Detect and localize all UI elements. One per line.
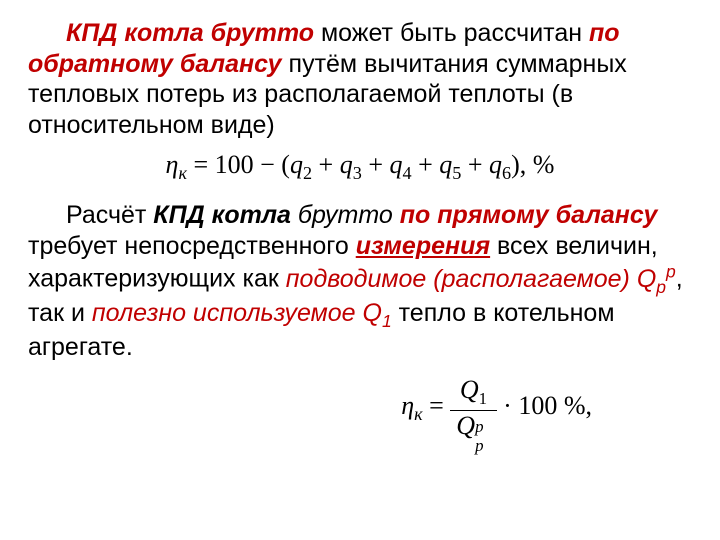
term-measurement: измерения xyxy=(356,232,490,260)
sub-2: 2 xyxy=(303,163,312,183)
slide-page: КПД котла брутто может быть рассчитан по… xyxy=(0,0,720,540)
term-supplied-heat: подводимое (располагаемое) Qрр xyxy=(286,265,676,293)
text-frag: Расчёт xyxy=(66,201,153,229)
formula-reverse-balance: ηк = 100 − (q2 + q3 + q4 + q5 + q6), % xyxy=(28,150,692,184)
op-plus: + xyxy=(312,150,340,179)
op-plus: + xyxy=(461,150,489,179)
text-brutto: брутто xyxy=(291,201,400,229)
var-q: q xyxy=(340,150,353,179)
sub-4: 4 xyxy=(402,163,411,183)
formula-eq: = 100 − ( xyxy=(187,150,290,179)
term-kpd-brutto: КПД котла брутто xyxy=(66,19,314,47)
var-q: q xyxy=(290,150,303,179)
symbol-eta: η xyxy=(401,391,414,420)
symbol-eta-sub: к xyxy=(414,404,423,424)
sub-5: 5 xyxy=(452,163,461,183)
paragraph-reverse-balance: КПД котла брутто может быть рассчитан по… xyxy=(28,18,692,140)
paragraph-direct-balance: Расчёт КПД котла брутто по прямому балан… xyxy=(28,200,692,363)
symbol-eta: η xyxy=(166,150,179,179)
sup-den: р xyxy=(475,419,483,436)
formula-direct-balance: ηк = Q1 Qрр · 100 %, xyxy=(28,377,692,439)
term-kpd: КПД котла xyxy=(153,201,291,229)
var-Q-den: Q xyxy=(456,411,475,440)
op-plus: + xyxy=(362,150,390,179)
var-q: q xyxy=(439,150,452,179)
op-plus: + xyxy=(412,150,440,179)
term-useful-heat: полезно используемое Q1 xyxy=(92,299,392,327)
sub-num: 1 xyxy=(479,389,487,408)
sub-den: р xyxy=(475,438,483,455)
symbol-eta-sub: к xyxy=(178,163,187,183)
var-Q-num: Q xyxy=(460,375,479,404)
formula-close: ), % xyxy=(511,150,554,179)
var-q: q xyxy=(489,150,502,179)
var-q: q xyxy=(389,150,402,179)
sub-3: 3 xyxy=(353,163,362,183)
sub-6: 6 xyxy=(502,163,511,183)
term-direct-balance: по прямому балансу xyxy=(400,201,658,229)
text-frag: требует непосредственного xyxy=(28,232,356,260)
text-frag: может быть рассчитан xyxy=(314,19,589,47)
formula-tail: · 100 %, xyxy=(503,391,592,420)
